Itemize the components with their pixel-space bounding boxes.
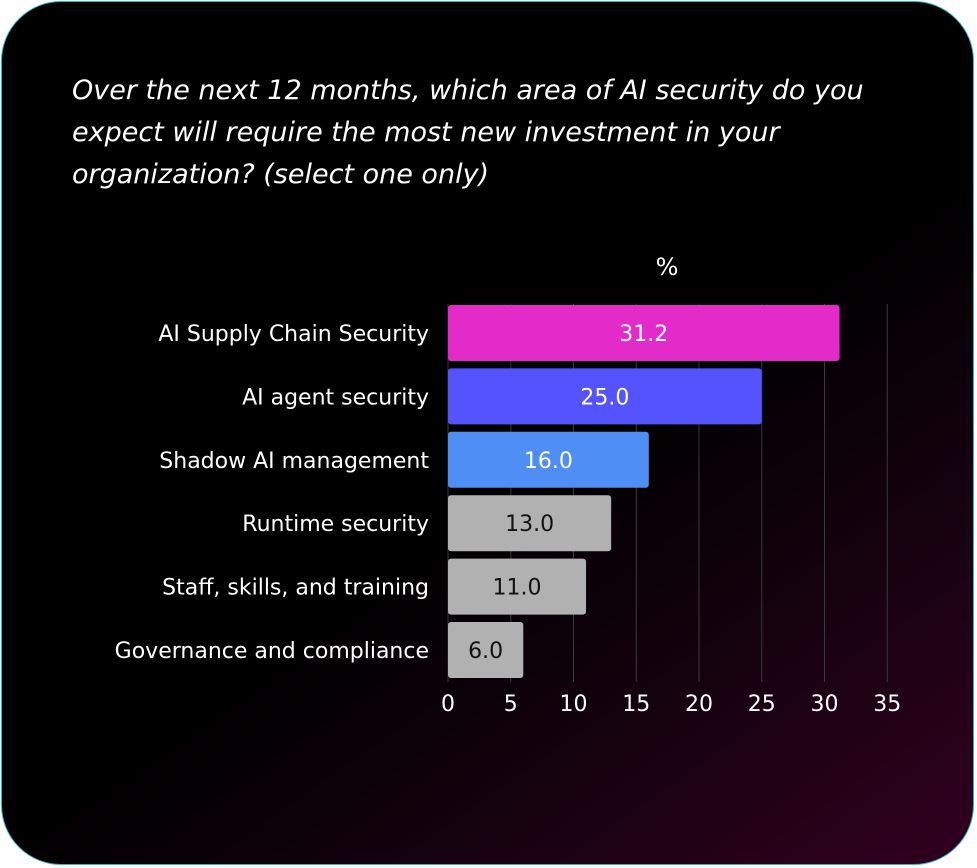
x-tick-label: 35 <box>873 692 901 717</box>
question-title: Over the next 12 months, which area of A… <box>72 75 864 190</box>
x-tick-label: 30 <box>811 692 839 717</box>
bar <box>448 622 524 678</box>
x-axis-ticks: 0 5 10 15 20 25 30 35 <box>441 692 901 717</box>
category-label: Staff, skills, and training <box>162 576 429 601</box>
bar <box>448 305 840 361</box>
bar <box>448 558 587 615</box>
bar-value-label: 11.0 <box>493 576 542 601</box>
x-tick-label: 5 <box>504 692 518 717</box>
x-tick-label: 10 <box>560 692 588 717</box>
category-label: AI Supply Chain Security <box>158 322 429 347</box>
category-labels: AI Supply Chain Security AI agent securit… <box>115 322 430 664</box>
x-tick-label: 0 <box>441 692 455 717</box>
category-label: AI agent security <box>242 385 429 410</box>
x-tick-label: 25 <box>748 692 776 717</box>
bar-value-label: 16.0 <box>524 449 573 474</box>
bar-value-label: 25.0 <box>580 385 629 410</box>
bar <box>448 431 649 488</box>
bar <box>448 368 762 425</box>
x-tick-label: 15 <box>622 692 650 717</box>
bar <box>448 495 612 552</box>
gridlines <box>447 304 888 682</box>
bar-value-label: 13.0 <box>505 512 554 537</box>
x-tick-label: 20 <box>685 692 713 717</box>
unit-label: % <box>656 253 679 281</box>
category-label: Runtime security <box>242 512 429 537</box>
bar-value-label: 6.0 <box>468 639 503 664</box>
category-label: Governance and compliance <box>115 639 429 664</box>
category-label: Shadow AI management <box>159 449 429 474</box>
bars: 31.2 25.0 16.0 13.0 11.0 6.0 <box>448 305 840 678</box>
bar-value-label: 31.2 <box>619 322 668 347</box>
